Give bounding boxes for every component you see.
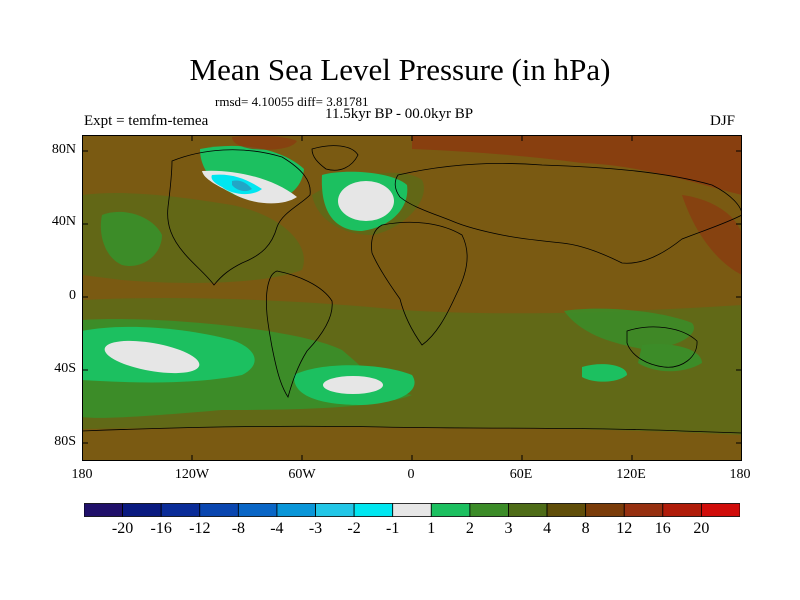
colorbar-swatch (199, 503, 239, 517)
colorbar-swatch (469, 503, 509, 517)
field-north-atlantic-white (338, 181, 394, 221)
period-subtitle: 11.5kyr BP - 00.0kyr BP (325, 106, 474, 122)
greenland-outline (311, 145, 359, 171)
field-greenland-red (232, 135, 297, 150)
field-northeast-asia-red (682, 195, 742, 275)
colorbar-label: -12 (189, 520, 211, 537)
colorbar-swatch (276, 503, 316, 517)
lon-label-180w: 180 (71, 467, 93, 482)
colorbar-swatch (623, 503, 664, 517)
lon-label-60e: 60E (509, 467, 533, 482)
australia-outline (626, 326, 698, 368)
colorbar-label: -16 (150, 520, 172, 537)
coastlines (82, 145, 742, 434)
stats-text: rmsd= 4.10055 diff= 3.81781 (215, 94, 369, 109)
colorbar-label: -2 (347, 520, 361, 537)
pressure-map (82, 135, 742, 461)
eurasia-outline (394, 163, 742, 264)
lon-label-180e: 180 (729, 467, 751, 482)
field-south-indian-bright (582, 364, 627, 382)
colorbar-label: -20 (111, 520, 134, 537)
colorbar-swatch (508, 503, 548, 517)
colorbar-swatch (237, 503, 278, 517)
colorbar-swatch (315, 503, 355, 517)
field-south-indian-green (638, 343, 702, 372)
field-arctic-red (412, 135, 742, 195)
lon-label-60w: 60W (288, 467, 316, 482)
colorbar-swatch (122, 503, 162, 517)
field-hudson-teal (232, 180, 252, 192)
field-indian-ocean-green (564, 308, 694, 350)
lat-label-40n: 40N (51, 214, 76, 229)
colorbar-swatch (430, 503, 471, 517)
colorbar-label: -1 (386, 520, 400, 537)
colorbar-swatch (160, 503, 201, 517)
colorbar-swatch (353, 503, 394, 517)
colorbar-label: 16 (654, 520, 671, 537)
colorbar-label: 20 (693, 520, 710, 537)
lat-label-80s: 80S (54, 434, 76, 449)
africa-outline (371, 221, 468, 346)
field-south-atlantic-white (323, 376, 383, 394)
antarctica-outline (82, 425, 742, 434)
season-label: DJF (710, 113, 736, 129)
colorbar-swatch (701, 503, 740, 517)
experiment-label: Expt = temfm-temea (84, 113, 209, 129)
south-america-outline (265, 270, 333, 398)
colorbar-label: 12 (616, 520, 633, 537)
colorbar-label: 1 (427, 520, 436, 537)
colorbar-swatch (662, 503, 702, 517)
colorbar-label: -3 (308, 520, 323, 537)
lon-label-120w: 120W (174, 467, 210, 482)
field-north-pacific-green (100, 211, 162, 266)
colorbar-label: 3 (504, 520, 513, 537)
north-america-outline (167, 149, 311, 286)
lon-label-120e: 120E (616, 467, 646, 482)
lat-label-80n: 80N (51, 142, 76, 157)
colorbar-swatch (392, 503, 432, 517)
colorbar-label: 8 (581, 520, 590, 537)
colorbar-label: 4 (543, 520, 552, 537)
colorbar-swatch (585, 503, 625, 517)
map-frame (82, 135, 742, 461)
colorbar-label: -4 (270, 520, 284, 537)
colorbar-label: 2 (465, 520, 474, 537)
lat-label-equator: 0 (69, 288, 76, 303)
colorbar-label: -8 (231, 520, 246, 537)
map-title: Mean Sea Level Pressure (in hPa) (189, 52, 611, 87)
colorbar-swatch (84, 503, 123, 517)
lat-label-40s: 40S (54, 361, 76, 376)
field-south-pacific-white (104, 340, 200, 374)
lon-label-0: 0 (407, 467, 415, 482)
colorbar (84, 503, 740, 517)
colorbar-swatch (546, 503, 587, 517)
